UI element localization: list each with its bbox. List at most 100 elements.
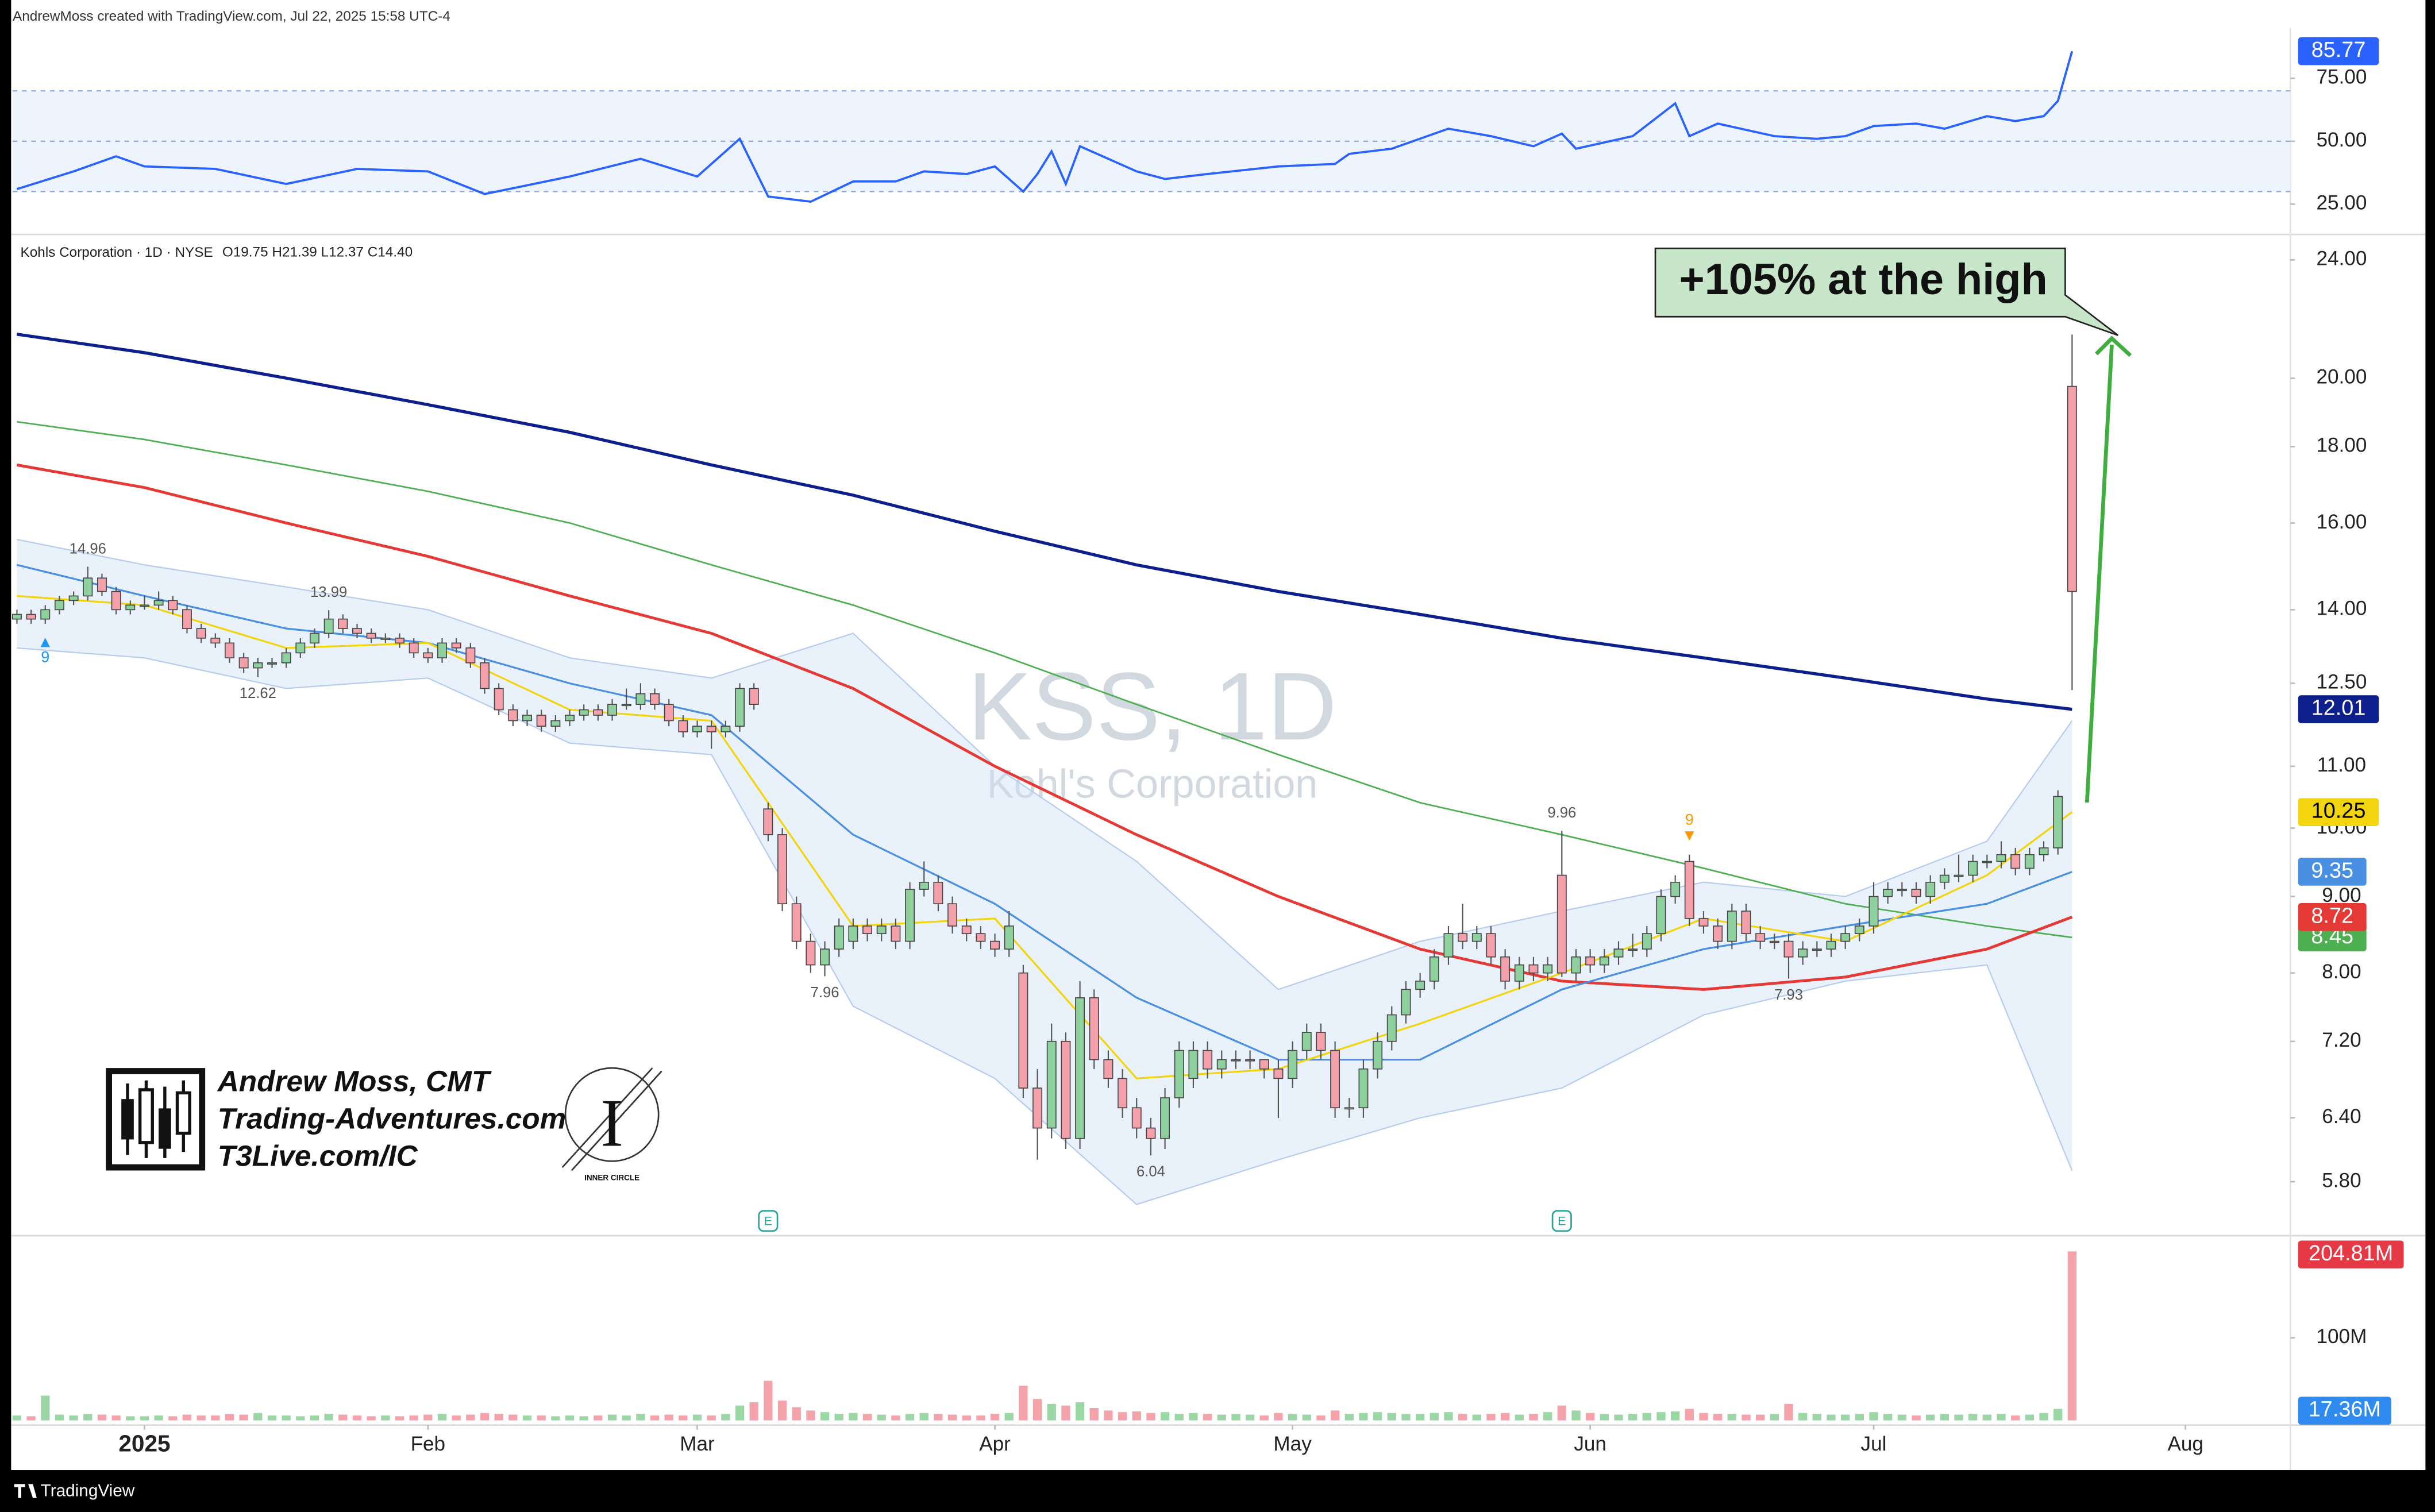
volume-bar	[1387, 1413, 1396, 1421]
volume-bar	[1600, 1414, 1609, 1421]
candle-body	[11, 614, 22, 620]
candle-body	[1358, 1069, 1369, 1109]
volume-bar	[480, 1413, 490, 1421]
moving-average	[17, 595, 2073, 1079]
candle-body	[451, 642, 461, 649]
candle-body	[83, 577, 93, 597]
volume-bar	[494, 1414, 503, 1421]
candle-body	[267, 662, 277, 665]
candle-body	[1812, 948, 1822, 951]
volume-bar	[579, 1416, 588, 1421]
candle-body	[749, 688, 759, 705]
candle-body	[891, 925, 901, 942]
candle-body	[1004, 925, 1014, 950]
candle-body	[990, 940, 1000, 950]
volume-bar	[537, 1415, 546, 1421]
y-tick-label: 16.00	[2317, 511, 2367, 533]
candle-body	[1670, 881, 1681, 897]
volume-bar	[1713, 1414, 1723, 1421]
volume-bar	[1628, 1414, 1638, 1421]
footer-text[interactable]: TradingView	[41, 1482, 135, 1501]
volume-bar	[1699, 1413, 1708, 1421]
volume-bar	[962, 1415, 971, 1421]
rsi-line	[16, 51, 2074, 203]
volume-bar	[1118, 1412, 1127, 1421]
brand-name: Andrew Moss, CMT	[217, 1065, 492, 1098]
volume-bar	[1529, 1414, 1538, 1421]
volume-bar	[69, 1415, 78, 1421]
volume-bar	[735, 1405, 745, 1421]
x-tick-label: Aug	[2167, 1433, 2203, 1455]
volume-bar	[1486, 1414, 1496, 1421]
volume-bar	[522, 1415, 532, 1421]
candle-body	[111, 591, 121, 611]
candle-body	[153, 600, 164, 606]
candle-body	[281, 652, 291, 664]
y-tick-label: 24.00	[2317, 248, 2367, 270]
candle-body	[1925, 881, 1936, 897]
volume-bar	[1160, 1412, 1170, 1421]
volume-bar	[820, 1412, 830, 1421]
td-label: 9	[41, 648, 49, 665]
volume-bar	[891, 1415, 900, 1421]
candle-body	[1245, 1059, 1255, 1062]
candle-body	[1854, 925, 1864, 934]
volume-bar	[934, 1414, 943, 1421]
candle-body	[423, 652, 433, 658]
candle-body	[1330, 1050, 1340, 1109]
band-upper	[17, 538, 2073, 990]
volume-bar	[1047, 1403, 1056, 1421]
candle-body	[238, 657, 249, 669]
volume-bar	[862, 1414, 872, 1421]
volume-bar	[664, 1414, 673, 1421]
volume-bar	[182, 1414, 192, 1421]
volume-bar	[1089, 1408, 1099, 1421]
candle-body	[182, 609, 192, 629]
candle-body	[976, 933, 986, 942]
volume-bar	[352, 1415, 362, 1421]
brand-site: T3Live.com/IC	[218, 1139, 418, 1172]
candle-body	[1571, 956, 1581, 974]
candle-body	[1174, 1050, 1184, 1098]
volume-bar	[1132, 1411, 1141, 1421]
candle-body	[806, 940, 816, 966]
candle-body	[1301, 1032, 1312, 1051]
x-tick-label: Feb	[411, 1433, 446, 1455]
volume-bar	[1557, 1405, 1566, 1421]
td-label: 9	[1685, 811, 1694, 828]
candle-body	[1231, 1059, 1241, 1062]
volume-bar	[1075, 1402, 1085, 1421]
volume-bar	[1203, 1414, 1212, 1421]
candle-body	[1585, 956, 1596, 966]
brand-logo-candle	[175, 1091, 191, 1135]
volume-ma-box	[2298, 1397, 2391, 1425]
volume-bar	[877, 1414, 886, 1421]
rsi-tick-label: 75.00	[2317, 66, 2367, 88]
candle-body	[721, 726, 731, 732]
candle-body	[323, 618, 334, 634]
candle-body	[295, 642, 306, 654]
high-low-label: 6.04	[1136, 1164, 1165, 1180]
volume-bar	[1359, 1413, 1368, 1421]
volume-bar	[437, 1414, 447, 1421]
candle-body	[465, 647, 476, 664]
volume-bar	[2067, 1251, 2077, 1421]
volume-bar	[764, 1380, 773, 1421]
volume-bar	[636, 1414, 645, 1421]
td-arrow	[1685, 831, 1694, 841]
earnings-marker	[758, 1210, 779, 1232]
ma-value-box	[2298, 858, 2367, 886]
candle-body	[225, 642, 234, 658]
ma-value-box	[2298, 695, 2379, 723]
candle-body	[1783, 940, 1794, 958]
moving-average	[16, 333, 2072, 711]
candle-body	[1840, 933, 1851, 942]
candle-body	[1061, 1040, 1071, 1139]
volume-bar	[1330, 1410, 1340, 1421]
candle-body	[2024, 854, 2035, 869]
candle-body	[1316, 1032, 1326, 1051]
legend-symbol: Kohls Corporation · 1D · NYSE	[21, 245, 213, 260]
volume-bar	[2025, 1414, 2035, 1421]
candle-body	[1046, 1040, 1057, 1129]
candle-body	[777, 834, 787, 905]
